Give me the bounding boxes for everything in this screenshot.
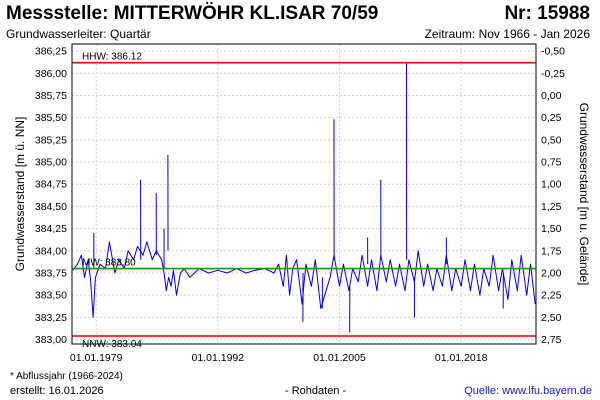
y-tick-label: 383,75 (35, 267, 67, 279)
y2-tick-label: 2,25 (541, 290, 562, 302)
y2-tick-label: 0,50 (541, 134, 562, 146)
series-line (93, 154, 169, 269)
period-label: Zeitraum: Nov 1966 - Jan 2026 (424, 27, 590, 41)
y2-tick-label: 2,50 (541, 312, 562, 324)
series-line (72, 241, 536, 318)
x-tick-label: 01.01.1992 (192, 352, 245, 364)
footnote: * Abflussjahr (1966-2024) (10, 371, 123, 382)
y2-tick-label: 1,25 (541, 201, 562, 213)
ref-label-nnw: NNW: 383.04 (82, 339, 142, 350)
y2-tick-label: 0,75 (541, 157, 562, 169)
y-tick-label: 385,25 (35, 134, 67, 146)
y-tick-label: 385,75 (35, 90, 67, 102)
y2-tick-label: 1,75 (541, 245, 562, 257)
series-line (302, 62, 504, 333)
y-tick-label: 385,00 (35, 157, 67, 169)
created-date: erstellt: 16.01.2026 (10, 385, 104, 397)
y-tick-label: 383,00 (35, 334, 67, 346)
aquifer-label: Grundwasserleiter: Quartär (6, 27, 151, 41)
y2-tick-label: 2,75 (541, 334, 562, 346)
y-axis-title: Grundwasserstand [m ü. NN] (13, 117, 27, 272)
y-tick-label: 384,50 (35, 201, 67, 213)
y2-tick-label: 2,00 (541, 267, 562, 279)
x-tick-label: 01.01.1979 (70, 352, 123, 364)
page-title: Messstelle: MITTERWÖHR KL.ISAR 70/59 (6, 3, 379, 24)
plot-area (72, 44, 536, 344)
y-tick-label: 383,25 (35, 312, 67, 324)
y2-axis-title: Grundwasserstand [m u. Gelände] (577, 103, 591, 286)
ref-label-mw: MW: 383.80 (82, 258, 136, 269)
y-tick-label: 385,50 (35, 112, 67, 124)
y-tick-label: 386,00 (35, 68, 67, 80)
y2-tick-label: 1,50 (541, 223, 562, 235)
y-tick-label: 384,00 (35, 245, 67, 257)
source-link[interactable]: Quelle: www.lfu.bayern.de (464, 385, 592, 397)
x-tick-label: 01.01.2018 (435, 352, 488, 364)
y-tick-label: 384,75 (35, 179, 67, 191)
station-number: Nr: 15988 (504, 3, 590, 24)
y2-tick-label: -0,50 (541, 46, 565, 58)
y2-tick-label: 0,25 (541, 112, 562, 124)
y-tick-label: 386,25 (35, 46, 67, 58)
y2-tick-label: -0,25 (541, 68, 565, 80)
y2-tick-label: 1,00 (541, 179, 562, 191)
ref-label-hhw: HHW: 386.12 (82, 52, 142, 63)
y2-tick-label: 0,00 (541, 90, 562, 102)
y-tick-label: 384,25 (35, 223, 67, 235)
plot-frame (71, 43, 537, 345)
y-tick-label: 383,50 (35, 290, 67, 302)
x-tick-label: 01.01.2005 (313, 352, 366, 364)
data-type-label: - Rohdaten - (285, 385, 347, 397)
